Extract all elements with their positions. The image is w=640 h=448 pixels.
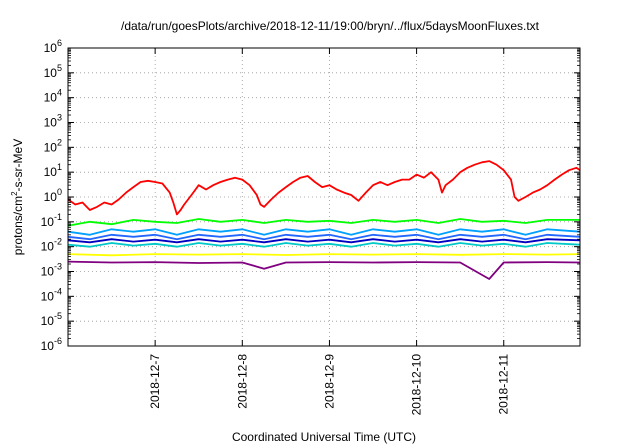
- series-line-5: [67, 242, 581, 248]
- y-tick-exp: -5: [54, 311, 62, 321]
- y-tick-exp: -2: [54, 237, 62, 247]
- y-tick-base: 10: [44, 116, 58, 130]
- y-tick-label: 106: [44, 38, 62, 55]
- y-tick-exp: 6: [57, 38, 62, 48]
- y-tick-label: 103: [44, 113, 62, 130]
- x-tick-label: 2018-12-8: [235, 354, 249, 409]
- y-tick-base: 10: [41, 289, 55, 303]
- x-tick-label: 2018-12-11: [497, 354, 511, 415]
- y-tick-label: 100: [44, 187, 62, 204]
- y-tick-label: 102: [44, 137, 62, 154]
- y-tick-base: 10: [44, 91, 58, 105]
- y-axis-label: protons/cm2-s-sr-MeV: [10, 139, 25, 255]
- series-line-8: [67, 260, 581, 280]
- y-tick-exp: -3: [54, 262, 62, 272]
- series-line-6: [67, 238, 581, 244]
- y-tick-label: 10-4: [41, 286, 62, 303]
- x-axis: 2018-12-7 2018-12-8 2018-12-9 2018-12-10 201…: [148, 48, 511, 415]
- series-line-7: [67, 253, 581, 257]
- x-tick-label: 2018-12-7: [148, 354, 162, 409]
- y-tick-label: 10-3: [41, 262, 62, 279]
- y-tick-exp: -6: [54, 336, 62, 346]
- series-line-1: [67, 160, 581, 216]
- y-tick-exp: -4: [54, 286, 62, 296]
- y-tick-base: 10: [41, 339, 55, 353]
- y-tick-base: 10: [41, 215, 55, 229]
- y-tick-base: 10: [41, 265, 55, 279]
- chart-title: /data/run/goesPlots/archive/2018-12-11/1…: [121, 19, 540, 33]
- y-tick-base: 10: [41, 240, 55, 254]
- y-tick-exp: 3: [57, 113, 62, 123]
- grid-lines: [68, 48, 580, 346]
- y-tick-base: 10: [44, 140, 58, 154]
- y-tick-base: 10: [44, 165, 58, 179]
- y-axis-label-sup: 2: [10, 191, 19, 196]
- series-line-4: [67, 233, 581, 241]
- y-tick-exp: 1: [57, 162, 62, 172]
- y-tick-label: 105: [44, 63, 62, 80]
- series-layer: [67, 160, 581, 280]
- series-line-3: [67, 228, 581, 236]
- y-tick-base: 10: [44, 41, 58, 55]
- y-tick-exp: -1: [54, 212, 62, 222]
- y-tick-base: 10: [44, 66, 58, 80]
- y-tick-exp: 2: [57, 137, 62, 147]
- x-tick-label: 2018-12-9: [322, 354, 336, 409]
- y-tick-label: 104: [44, 88, 62, 105]
- y-tick-exp: 5: [57, 63, 62, 73]
- y-tick-label: 10-5: [41, 311, 62, 328]
- x-axis-label: Coordinated Universal Time (UTC): [232, 430, 416, 444]
- series-line-2: [67, 218, 580, 227]
- y-tick-base: 10: [41, 314, 55, 328]
- y-tick-base: 10: [44, 190, 58, 204]
- y-tick-exp: 4: [57, 88, 62, 98]
- x-tick-label: 2018-12-10: [410, 354, 424, 416]
- y-tick-label: 101: [44, 162, 62, 179]
- y-tick-label: 10-1: [41, 212, 62, 229]
- y-tick-label: 10-6: [41, 336, 62, 353]
- y-tick-exp: 0: [57, 187, 62, 197]
- y-tick-label: 10-2: [41, 237, 62, 254]
- y-axis-label-rest: -s-sr-MeV: [11, 139, 25, 192]
- y-axis-label-base: protons/cm: [11, 196, 25, 255]
- y-axis: 10-610-510-410-310-210-11001011021031041…: [41, 38, 580, 353]
